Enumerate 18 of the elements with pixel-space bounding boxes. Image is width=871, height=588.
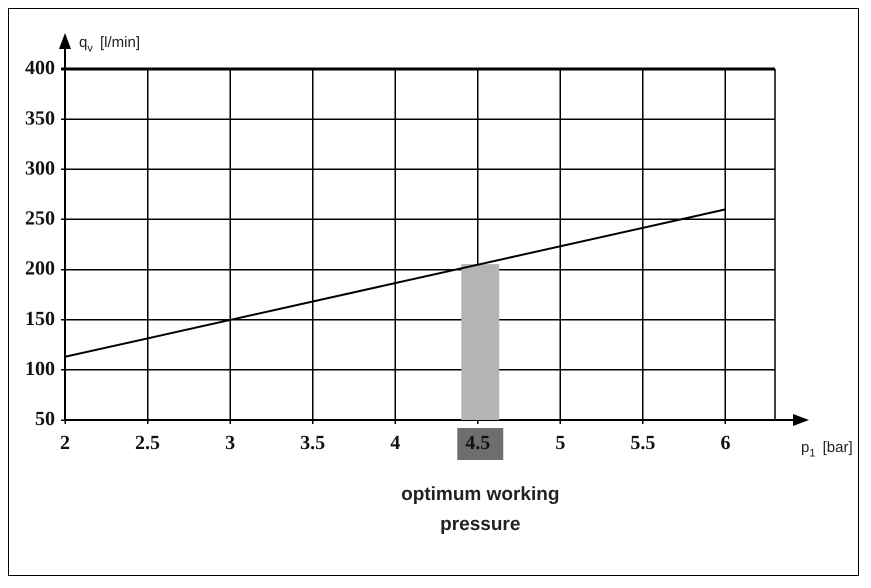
x-tick-label: 3 <box>225 432 236 454</box>
y-tick-label: 150 <box>25 308 55 330</box>
x-tick-label: 5 <box>555 432 566 454</box>
x-tick-label: 5.5 <box>630 432 656 454</box>
x-tick-label: 2 <box>60 432 70 454</box>
y-tick-label: 100 <box>25 358 55 380</box>
y-tick-label: 300 <box>25 157 55 180</box>
y-tick-label: 200 <box>25 258 55 280</box>
x-tick-label: 4.5 <box>465 432 490 454</box>
x-tick-label: 3.5 <box>300 432 326 454</box>
y-tick-label: 250 <box>25 208 55 230</box>
y-tick-label: 50 <box>35 408 55 430</box>
y-tick-label: 350 <box>25 107 55 130</box>
x-tick-label: 4 <box>390 432 400 454</box>
x-tick-label: 6 <box>720 432 730 454</box>
x-tick-label: 2.5 <box>135 432 160 454</box>
y-tick-label: 400 <box>25 57 55 80</box>
text: optimum working pressure <box>401 484 560 536</box>
